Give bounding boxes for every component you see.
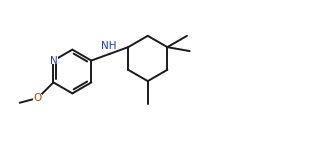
FancyBboxPatch shape [49,57,58,64]
FancyBboxPatch shape [33,94,43,102]
FancyBboxPatch shape [102,42,115,50]
Text: NH: NH [101,41,116,51]
Text: O: O [34,93,42,103]
Text: N: N [50,56,57,65]
